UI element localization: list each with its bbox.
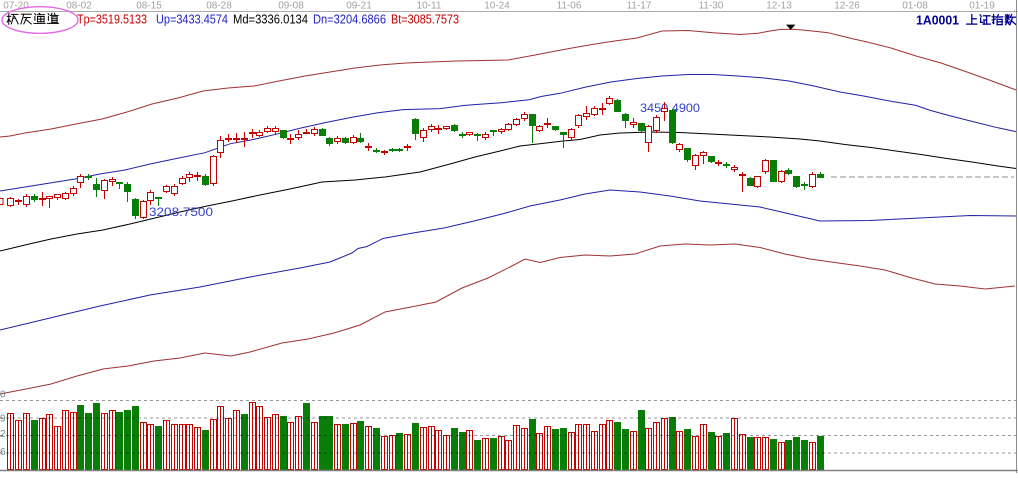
svg-text:Up=3433.4574: Up=3433.4574 — [156, 13, 228, 27]
svg-text:01-19: 01-19 — [969, 1, 995, 12]
svg-text:01-08: 01-08 — [902, 1, 928, 12]
svg-text:09-21: 09-21 — [346, 1, 372, 12]
svg-text:0: 0 — [0, 390, 6, 401]
svg-text:10-24: 10-24 — [484, 1, 510, 12]
svg-text:08-02: 08-02 — [66, 1, 92, 12]
svg-text:11-17: 11-17 — [627, 1, 652, 12]
svg-text:12-13: 12-13 — [766, 1, 792, 12]
svg-text:11-30: 11-30 — [699, 1, 724, 12]
svg-text:Bt=3085.7573: Bt=3085.7573 — [391, 13, 459, 27]
svg-text:12-26: 12-26 — [834, 1, 860, 12]
svg-text:1A0001: 1A0001 — [916, 13, 959, 28]
svg-text:10-11: 10-11 — [417, 1, 442, 12]
svg-text:9: 9 — [0, 414, 6, 425]
svg-text:3208.7500: 3208.7500 — [149, 205, 213, 219]
svg-text:08-15: 08-15 — [136, 1, 162, 12]
svg-text:2: 2 — [0, 429, 6, 440]
svg-text:08-28: 08-28 — [206, 1, 232, 12]
svg-text:Tp=3519.5133: Tp=3519.5133 — [77, 13, 147, 27]
svg-text:11-06: 11-06 — [557, 1, 582, 12]
svg-text:09-08: 09-08 — [278, 1, 304, 12]
svg-text:Dn=3204.6866: Dn=3204.6866 — [313, 13, 386, 27]
svg-text:Md=3336.0134: Md=3336.0134 — [233, 13, 308, 27]
